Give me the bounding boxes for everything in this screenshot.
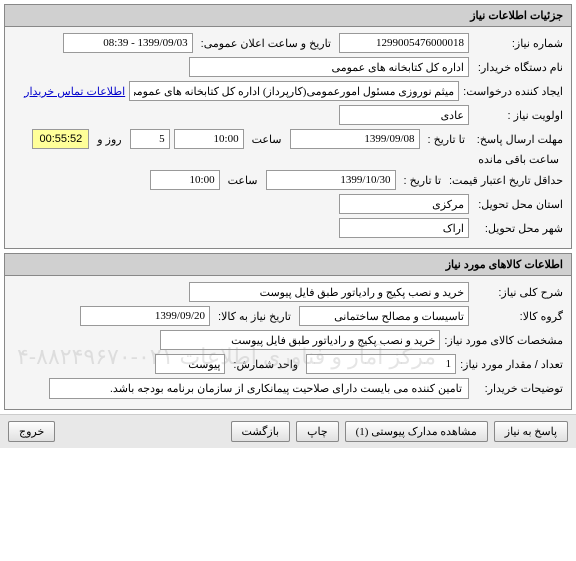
group-label: گروه کالا:: [473, 310, 563, 323]
desc-field: [189, 282, 469, 302]
panel1-header: جزئیات اطلاعات نیاز: [5, 5, 571, 27]
countdown-timer: 00:55:52: [32, 129, 89, 149]
notes-field: تامین کننده می بایست دارای صلاحیت پیمانک…: [49, 378, 469, 399]
reply-button[interactable]: پاسخ به نیاز: [494, 421, 568, 442]
need-date-label: تاریخ نیاز به کالا:: [214, 310, 295, 323]
buyer-label: نام دستگاه خریدار:: [473, 61, 563, 74]
announce-label: تاریخ و ساعت اعلان عمومی:: [197, 37, 335, 50]
need-number-label: شماره نیاز:: [473, 37, 563, 50]
validity-time-field: [150, 170, 220, 190]
button-bar: پاسخ به نیاز مشاهده مدارک پیوستی (1) چاپ…: [0, 414, 576, 448]
qty-label: تعداد / مقدار مورد نیاز:: [460, 358, 563, 371]
city-label: شهر محل تحویل:: [473, 222, 563, 235]
announce-date-field: [63, 33, 193, 53]
deadline-date-field: [290, 129, 420, 149]
province-label: استان محل تحویل:: [473, 198, 563, 211]
need-date-field: [80, 306, 210, 326]
attachments-button[interactable]: مشاهده مدارک پیوستی (1): [345, 421, 488, 442]
exit-button[interactable]: خروج: [8, 421, 55, 442]
qty-field: [306, 354, 456, 374]
to-date-label-2: تا تاریخ :: [400, 174, 445, 187]
need-number-field: [339, 33, 469, 53]
panel1-body: شماره نیاز: تاریخ و ساعت اعلان عمومی: نا…: [5, 27, 571, 248]
buyer-contact-link[interactable]: اطلاعات تماس خریدار: [24, 85, 125, 98]
back-button[interactable]: بازگشت: [231, 421, 291, 442]
creator-field: [129, 81, 459, 101]
priority-label: اولویت نیاز :: [473, 109, 563, 122]
creator-label: ایجاد کننده درخواست:: [463, 85, 563, 98]
goods-info-panel: اطلاعات کالاهای مورد نیاز شرح کلی نیاز: …: [4, 253, 572, 410]
panel2-header: اطلاعات کالاهای مورد نیاز: [5, 254, 571, 276]
unit-label: واحد شمارش:: [229, 358, 302, 371]
unit-field: [155, 354, 225, 374]
to-date-label: تا تاریخ :: [424, 133, 469, 146]
time-label-2: ساعت: [224, 174, 262, 187]
days-field: [130, 129, 170, 149]
need-details-panel: جزئیات اطلاعات نیاز شماره نیاز: تاریخ و …: [4, 4, 572, 249]
priority-field: [339, 105, 469, 125]
group-field: [299, 306, 469, 326]
notes-label: توضیحات خریدار:: [473, 382, 563, 395]
city-field: [339, 218, 469, 238]
deadline-label: مهلت ارسال پاسخ:: [473, 133, 563, 146]
buyer-field: [189, 57, 469, 77]
validity-date-field: [266, 170, 396, 190]
spec-field: [160, 330, 440, 350]
desc-label: شرح کلی نیاز:: [473, 286, 563, 299]
print-button[interactable]: چاپ: [296, 421, 339, 442]
province-field: [339, 194, 469, 214]
spec-label: مشخصات کالای مورد نیاز:: [444, 334, 563, 347]
validity-label: حداقل تاریخ اعتبار قیمت:: [449, 174, 563, 187]
deadline-time-field: [174, 129, 244, 149]
time-label-1: ساعت: [248, 133, 286, 146]
days-label: روز و: [93, 133, 125, 146]
remaining-label: ساعت باقی مانده: [474, 153, 563, 166]
panel2-body: شرح کلی نیاز: گروه کالا: تاریخ نیاز به ک…: [5, 276, 571, 409]
